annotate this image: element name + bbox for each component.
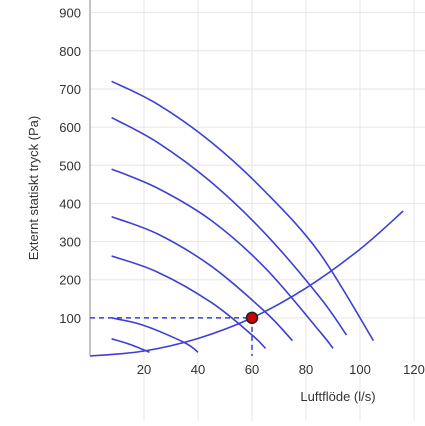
system-curve <box>89 210 404 357</box>
fan-curve-6 <box>111 317 199 353</box>
grid <box>90 0 425 421</box>
fan-curve-3 <box>111 168 334 349</box>
y-tick-label: 100 <box>59 311 81 326</box>
y-tick-label: 600 <box>59 120 81 135</box>
y-tick-label: 500 <box>59 158 81 173</box>
operating-point-group <box>90 311 259 356</box>
x-axis-title: Luftflöde (l/s) <box>300 389 375 404</box>
x-tick-label: 60 <box>245 362 259 377</box>
y-tick-label: 900 <box>59 6 81 21</box>
y-tick-label: 200 <box>59 273 81 288</box>
y-axis-title: Externt statiskt tryck (Pa) <box>26 116 41 260</box>
x-tick-label: 80 <box>299 362 313 377</box>
y-tick-label: 400 <box>59 196 81 211</box>
y-tick-label: 700 <box>59 82 81 97</box>
operating-point <box>245 311 259 325</box>
fan-curve-5 <box>111 255 267 349</box>
fan-curve-1 <box>111 80 375 342</box>
y-tick-label: 300 <box>59 235 81 250</box>
x-tick-label: 120 <box>403 362 425 377</box>
x-tick-label: 40 <box>191 362 205 377</box>
fan-curve-4 <box>111 216 294 342</box>
x-tick-label: 20 <box>137 362 151 377</box>
tick-labels: 20 40 60 80 100 120 100 200 300 400 500 600 700 800 90… <box>59 6 425 377</box>
fan-curves <box>89 80 404 357</box>
fan-curve-2 <box>111 116 348 336</box>
y-tick-label: 800 <box>59 44 81 59</box>
x-tick-label: 100 <box>349 362 371 377</box>
